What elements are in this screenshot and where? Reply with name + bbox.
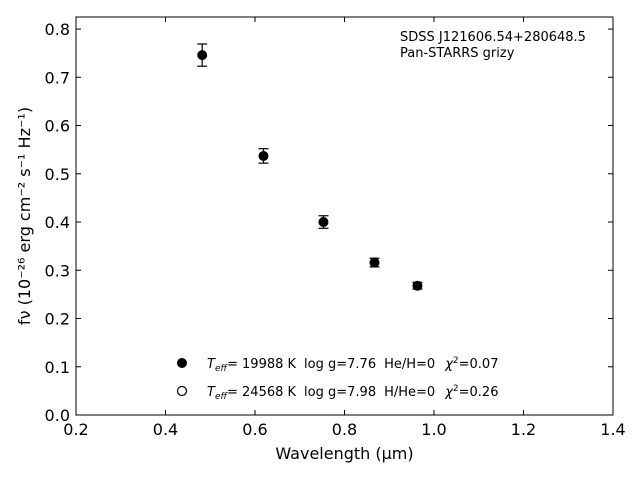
x-tick-label: 1.4 [600,420,625,439]
data-point [412,280,423,291]
legend-1-comp: He/H=0 [384,357,435,372]
plot-frame [75,16,614,416]
y-tick-label: 0.4 [45,213,70,232]
x-tick-label: 1.0 [421,420,446,439]
legend-1-chi: =0.07 [459,357,499,372]
x-axis-label: Wavelength (μm) [275,444,413,463]
data-point [318,217,329,228]
x-tick-label: 0.2 [63,420,88,439]
object-name-annotation: SDSS J121606.54+280648.5 [400,30,586,45]
x-tick-label: 0.4 [153,420,178,439]
y-tick-labels: 0.0 0.1 0.2 0.3 0.4 0.5 0.6 0.7 0.8 [45,20,70,425]
x-tick-labels: 0.2 0.4 0.6 0.8 1.0 1.2 1.4 [63,420,625,439]
legend-2-logg: log g=7.98 [304,385,376,400]
y-tick-label: 0.7 [45,68,70,87]
y-tick-label: 0.6 [45,117,70,136]
x-tick-label: 0.6 [242,420,267,439]
y-tick-label: 0.5 [45,165,70,184]
y-tick-label: 0.8 [45,20,70,39]
y-tick-label: 0.2 [45,310,70,329]
legend-marker-open-circle [176,385,188,397]
legend-2-chi: =0.26 [459,385,499,400]
data-point [197,50,208,61]
data-points [197,43,423,291]
x-tick-label: 1.2 [511,420,536,439]
legend-2-comp: H/He=0 [384,385,435,400]
axis-ticks [75,17,614,416]
y-tick-label: 0.3 [45,261,70,280]
y-tick-label: 0.1 [45,358,70,377]
survey-annotation: Pan-STARRS grizy [400,46,515,61]
legend-1-logg: log g=7.76 [304,357,376,372]
legend-marker-filled-circle [177,358,187,368]
x-tick-label: 0.8 [332,420,357,439]
y-tick-label: 0.0 [45,406,70,425]
y-axis-label: fν (10⁻²⁶ erg cm⁻² s⁻¹ Hz⁻¹) [15,107,34,325]
legend-2-teff: = 24568 K [227,385,297,400]
data-point [369,257,380,268]
data-point [258,150,269,161]
legend-1-teff: = 19988 K [227,357,297,372]
